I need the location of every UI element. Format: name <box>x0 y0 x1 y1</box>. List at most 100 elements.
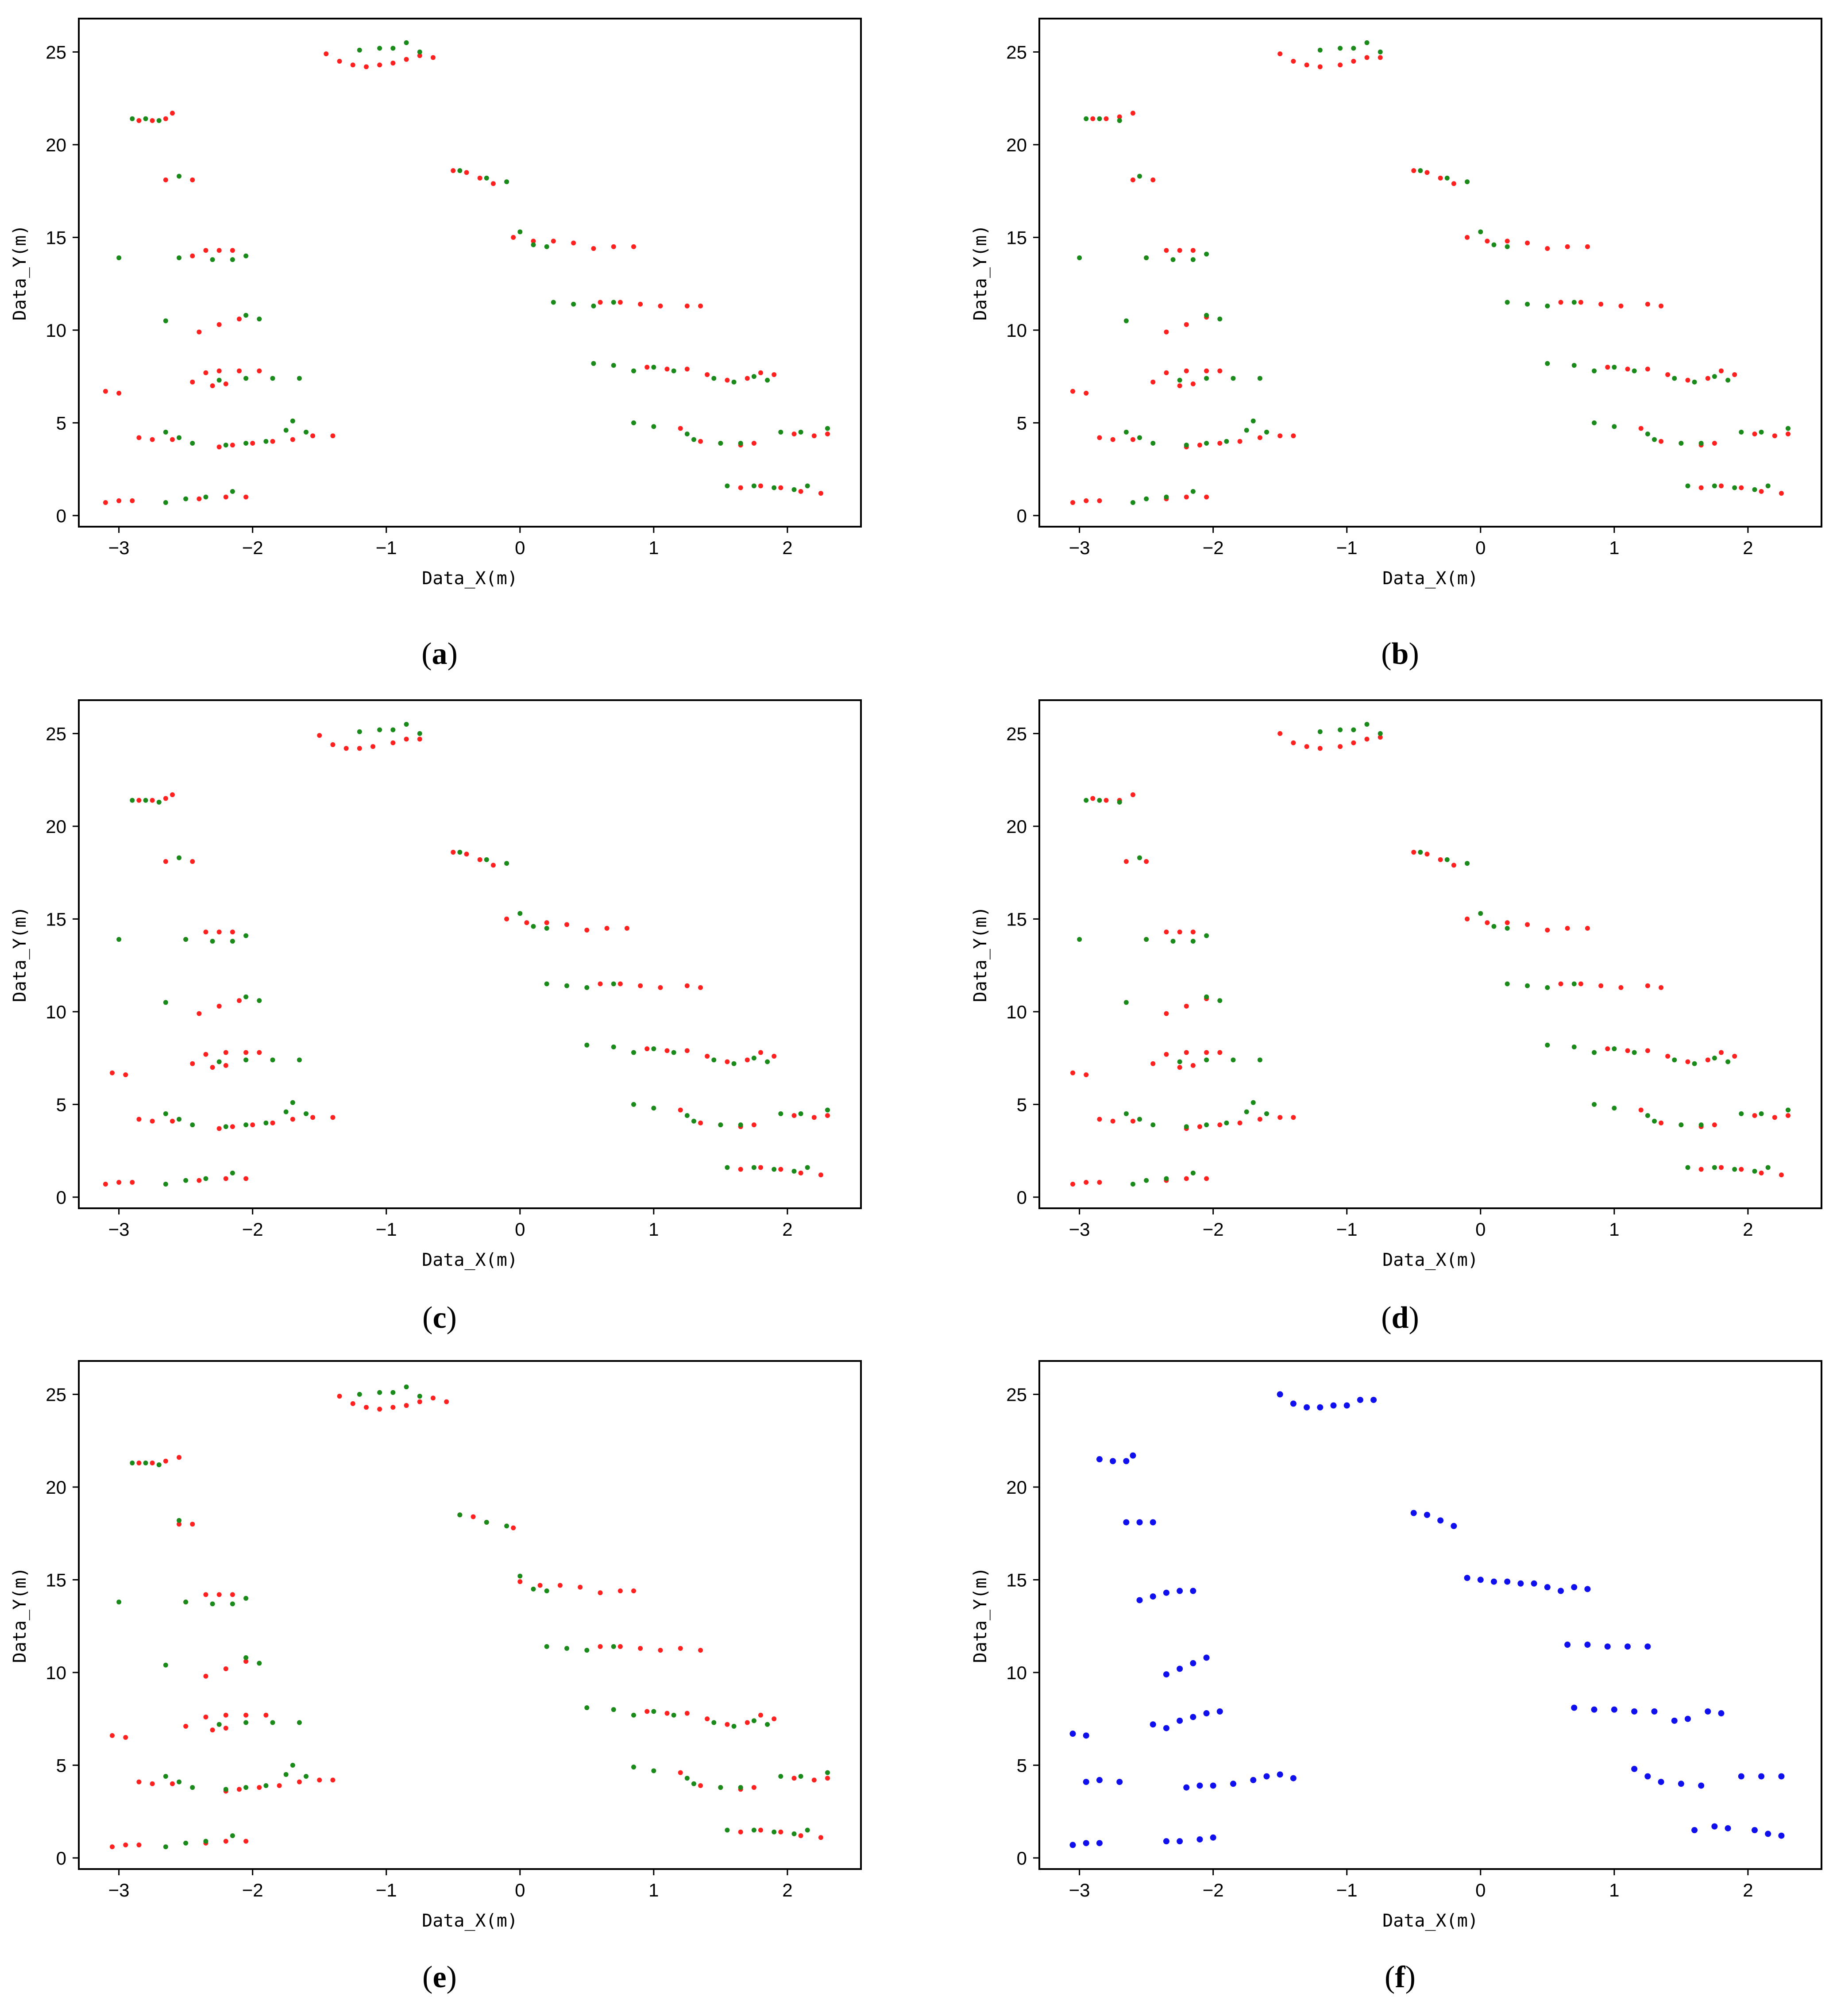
series-red <box>1070 51 1791 505</box>
data-point <box>1645 983 1650 988</box>
data-point <box>1230 1781 1236 1787</box>
data-point <box>1137 435 1142 440</box>
panel-letter: e <box>432 1960 446 1994</box>
series-green <box>116 721 830 1187</box>
data-point <box>230 1170 235 1176</box>
data-point <box>116 498 122 503</box>
y-tick-label: 5 <box>56 1755 66 1776</box>
series-red <box>1070 731 1791 1187</box>
data-point <box>1679 440 1684 446</box>
data-point <box>1645 1113 1650 1118</box>
data-point <box>1137 173 1142 179</box>
data-point <box>1097 435 1102 440</box>
data-point <box>1685 378 1690 383</box>
data-point <box>1718 368 1724 374</box>
data-point <box>511 1525 516 1530</box>
data-point <box>678 1107 683 1113</box>
data-point <box>1725 1059 1731 1064</box>
data-point <box>464 852 469 857</box>
data-point <box>1150 1593 1156 1600</box>
data-point <box>1685 1165 1690 1170</box>
data-point <box>1184 1124 1189 1129</box>
y-tick-label: 5 <box>1017 1755 1027 1776</box>
data-point <box>1765 483 1771 489</box>
data-point <box>223 494 228 500</box>
data-point <box>1216 1708 1223 1715</box>
data-point <box>216 1722 222 1727</box>
panel-caption: (e) <box>422 1960 457 1994</box>
data-point <box>805 1165 810 1170</box>
y-tick-label: 25 <box>46 42 66 62</box>
data-point <box>1571 300 1577 305</box>
data-point <box>1779 1172 1784 1178</box>
data-point <box>263 1120 269 1126</box>
data-point <box>243 376 249 381</box>
data-point <box>778 1829 783 1835</box>
data-point <box>190 440 195 446</box>
data-point <box>1685 483 1690 489</box>
x-tick-label: −3 <box>108 1219 130 1240</box>
data-point <box>765 1059 770 1064</box>
series-green <box>1077 40 1791 505</box>
data-point <box>1612 424 1617 429</box>
data-point <box>725 1059 730 1064</box>
data-point <box>1264 429 1269 435</box>
data-point <box>617 981 623 987</box>
data-point <box>1130 1452 1136 1459</box>
data-point <box>1785 432 1791 437</box>
data-point <box>1370 1396 1377 1403</box>
data-point <box>631 1102 637 1107</box>
data-point <box>531 1586 536 1592</box>
data-point <box>243 1839 249 1844</box>
data-point <box>1177 378 1182 383</box>
data-point <box>551 300 556 305</box>
data-point <box>1197 1124 1202 1129</box>
data-point <box>1364 55 1370 60</box>
data-point <box>578 1584 583 1590</box>
plot-frame <box>1038 18 1822 528</box>
y-tick-label: 5 <box>1017 412 1027 433</box>
data-point <box>1585 925 1590 931</box>
data-point <box>183 1178 189 1183</box>
panel-letter: c <box>432 1301 446 1335</box>
y-axis-label: Data_Y(m) <box>10 225 30 321</box>
data-point <box>1545 1042 1550 1048</box>
data-point <box>1190 1063 1196 1068</box>
data-point <box>751 1718 756 1723</box>
series-green <box>116 1384 830 1850</box>
data-point <box>243 1057 249 1063</box>
data-point <box>1177 1588 1183 1594</box>
data-point <box>390 1390 396 1395</box>
data-point <box>1177 929 1182 935</box>
x-tick-label: −2 <box>242 1880 263 1900</box>
data-point <box>110 1844 115 1850</box>
data-point <box>631 1050 637 1055</box>
data-point <box>1210 1782 1216 1789</box>
data-point <box>1231 376 1236 381</box>
data-point <box>1343 1402 1350 1409</box>
data-point <box>263 439 269 444</box>
panel-caption: (a) <box>421 637 458 671</box>
data-point <box>177 1522 182 1527</box>
data-point <box>243 1050 249 1055</box>
data-point <box>1424 1511 1430 1518</box>
data-point <box>1317 47 1323 53</box>
data-point <box>257 998 262 1003</box>
data-point <box>150 118 155 123</box>
data-point <box>377 1390 382 1395</box>
data-point <box>203 248 208 253</box>
data-point <box>243 494 249 500</box>
plot-frame <box>78 699 862 1209</box>
data-point <box>150 1460 155 1465</box>
data-point <box>1070 389 1076 394</box>
data-point <box>671 1050 676 1055</box>
data-point <box>216 1126 222 1131</box>
data-point <box>1739 429 1744 435</box>
data-point <box>1210 1834 1216 1841</box>
data-point <box>170 792 175 798</box>
data-point <box>1725 378 1731 383</box>
data-point <box>190 1522 195 1527</box>
data-point <box>330 1777 336 1783</box>
series-green <box>116 40 830 505</box>
